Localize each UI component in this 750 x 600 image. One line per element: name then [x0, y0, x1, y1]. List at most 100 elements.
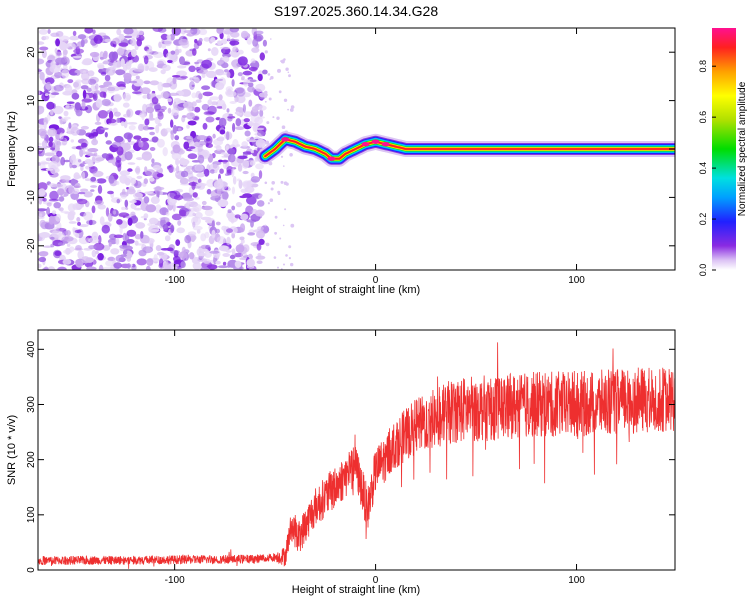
noise-blob: [126, 109, 131, 118]
noise-blob: [38, 90, 41, 96]
noise-blob: [240, 213, 249, 221]
noise-dot: [288, 74, 291, 78]
noise-dot: [277, 68, 281, 73]
noise-blob: [201, 200, 207, 206]
noise-dot: [277, 266, 279, 269]
noise-blob: [68, 221, 77, 224]
noise-blob: [231, 168, 235, 178]
noise-blob: [172, 124, 178, 134]
noise-blob: [101, 224, 111, 234]
noise-blob: [169, 33, 175, 41]
noise-blob: [41, 140, 48, 149]
noise-blob: [112, 210, 117, 215]
noise-blob: [232, 139, 239, 149]
noise-blob: [145, 106, 155, 114]
noise-blob: [81, 60, 92, 66]
noise-blob: [130, 211, 136, 217]
noise-dot: [278, 90, 282, 94]
noise-blob: [179, 177, 189, 185]
noise-blob: [143, 217, 147, 221]
noise-dot: [289, 153, 293, 157]
noise-blob: [110, 248, 120, 255]
noise-blob: [168, 92, 179, 96]
noise-blob: [192, 221, 196, 228]
noise-blob: [244, 130, 251, 137]
noise-blob: [146, 258, 154, 266]
noise-blob: [58, 116, 62, 119]
spectrogram-x-axis-label: Height of straight line (km): [292, 284, 420, 296]
noise-blob: [219, 46, 231, 50]
noise-blob: [38, 199, 42, 205]
noise-blob: [155, 108, 165, 113]
noise-blob: [120, 254, 127, 257]
noise-blob: [119, 170, 131, 176]
noise-blob: [86, 266, 97, 270]
noise-blob: [158, 258, 164, 268]
noise-dot: [280, 180, 284, 184]
noise-blob: [52, 183, 63, 188]
noise-blob: [81, 256, 90, 264]
y-tick-label: 200: [26, 451, 37, 468]
noise-blob: [76, 217, 81, 222]
noise-blob: [246, 258, 255, 268]
noise-blob: [46, 202, 52, 207]
noise-blob: [124, 151, 133, 161]
noise-blob: [177, 220, 182, 226]
noise-blob: [161, 82, 172, 88]
noise-blob: [70, 126, 80, 136]
noise-blob: [152, 164, 161, 171]
noise-blob: [72, 227, 76, 233]
noise-blob: [80, 142, 88, 148]
noise-blob: [127, 168, 133, 172]
noise-blob: [258, 238, 265, 245]
noise-blob: [52, 210, 57, 215]
noise-blob: [201, 103, 210, 111]
noise-blob: [84, 178, 91, 182]
noise-blob: [63, 159, 71, 163]
noise-blob: [38, 58, 45, 65]
colorbar-tick-label: 0.6: [698, 111, 708, 124]
noise-blob: [126, 255, 132, 262]
noise-blob: [63, 49, 68, 56]
noise-blob: [117, 86, 126, 90]
noise-blob: [258, 105, 267, 111]
noise-blob: [196, 172, 205, 178]
noise-dot: [270, 38, 272, 40]
noise-blob: [205, 142, 209, 147]
noise-dot: [264, 181, 268, 185]
noise-blob: [172, 75, 181, 78]
noise-blob: [111, 141, 122, 148]
noise-blob: [192, 48, 197, 56]
colorbar-gradient: [712, 28, 736, 270]
noise-blob: [187, 146, 196, 150]
noise-blob: [234, 214, 241, 219]
noise-blob: [255, 163, 264, 170]
noise-blob: [243, 79, 249, 87]
snr-series-line: [38, 342, 675, 569]
noise-blob: [240, 252, 248, 260]
noise-blob: [79, 148, 84, 158]
noise-blob: [179, 157, 186, 164]
noise-blob: [145, 204, 157, 213]
noise-blob: [247, 232, 256, 236]
noise-blob: [257, 73, 263, 82]
noise-blob: [237, 56, 248, 66]
noise-blob: [194, 61, 200, 65]
noise-dot: [273, 256, 277, 259]
noise-dot: [283, 165, 285, 167]
noise-blob: [102, 52, 108, 59]
noise-blob: [99, 91, 107, 98]
noise-blob: [134, 234, 142, 240]
noise-blob: [189, 81, 195, 90]
noise-dot: [267, 202, 270, 205]
noise-blob: [164, 127, 172, 133]
noise-blob: [88, 78, 97, 85]
noise-blob: [82, 70, 87, 76]
noise-blob: [175, 158, 180, 166]
noise-blob: [140, 87, 151, 95]
noise-blob: [43, 266, 49, 270]
snr-frame: [37, 329, 676, 571]
noise-blob: [59, 132, 64, 140]
noise-blob: [251, 106, 259, 113]
